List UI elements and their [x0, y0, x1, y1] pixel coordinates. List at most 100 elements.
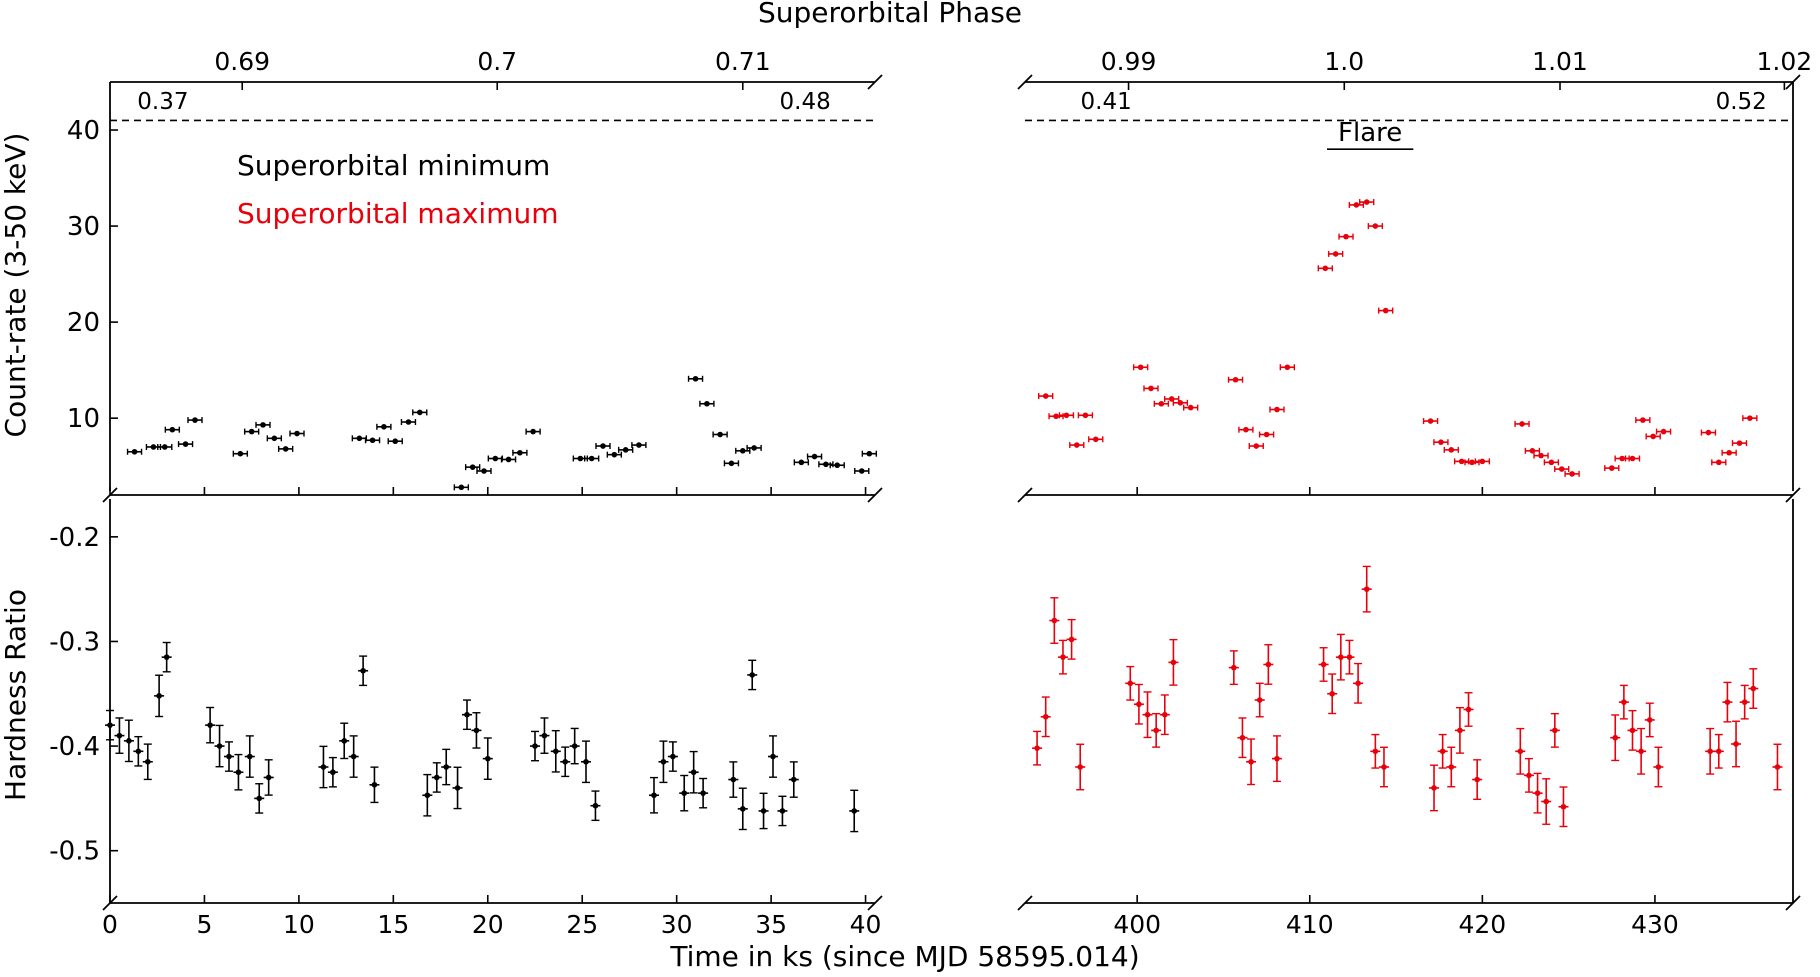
left-hardness-point: [698, 777, 709, 809]
right-hardness-point: [1057, 639, 1068, 675]
hardness-marker: [790, 776, 797, 783]
left-count-rate-point: [512, 449, 528, 456]
count-rate-marker: [369, 437, 376, 444]
hardness-marker: [135, 748, 142, 755]
left-count-rate-point: [854, 467, 870, 474]
count-rate-marker: [1353, 202, 1360, 208]
count-rate-y-tick-label: 40: [67, 116, 100, 146]
hardness-marker: [454, 785, 461, 791]
count-rate-marker: [1137, 364, 1144, 371]
hardness-marker: [1161, 711, 1168, 718]
hardness-marker: [1381, 764, 1387, 770]
left-count-rate-point: [464, 464, 481, 471]
left-hardness-point: [214, 724, 225, 768]
right-phase-tick-label: 1.02: [1757, 47, 1813, 76]
hardness-marker: [1256, 697, 1263, 703]
hardness-marker: [235, 769, 242, 776]
count-rate-y-tick-label: 10: [67, 404, 100, 434]
count-rate-marker: [1253, 443, 1260, 449]
count-rate-marker: [1629, 455, 1636, 462]
left-hardness-point: [339, 722, 350, 760]
right-hardness-point: [1335, 633, 1346, 681]
count-rate-marker: [692, 375, 699, 382]
right-count-rate-point: [1514, 420, 1530, 427]
left-hardness-point: [224, 741, 234, 772]
left-hardness-point: [569, 727, 580, 765]
right-hardness-point: [1446, 746, 1457, 788]
hardness-marker: [1248, 758, 1254, 765]
hardness-marker: [1355, 680, 1361, 687]
left-hardness-point: [254, 783, 265, 814]
left-count-rate-point: [351, 435, 368, 442]
hardness-y-tick-label: -0.4: [49, 732, 100, 762]
left-count-rate-point: [699, 400, 715, 407]
hardness-marker: [1439, 748, 1446, 755]
count-rate-marker: [517, 449, 523, 456]
right-count-rate-point: [1269, 406, 1285, 413]
hardness-marker: [1034, 745, 1040, 751]
left-count-rate-point: [525, 428, 541, 435]
right-count-rate-point: [1543, 459, 1560, 466]
right-hardness-point: [1705, 727, 1716, 775]
right-hardness-point: [1532, 772, 1543, 814]
right-count-rate-point: [1367, 223, 1384, 230]
legend-superorbital-minimum: Superorbital minimum: [237, 149, 550, 182]
left-hardness-point: [358, 655, 369, 687]
right-hardness-point: [1454, 706, 1465, 754]
right-hardness-point: [1610, 714, 1621, 762]
count-rate-marker: [1042, 393, 1049, 399]
left-hardness-point: [105, 709, 115, 741]
left-hardness-point: [667, 741, 678, 772]
left-hardness-point: [205, 706, 216, 744]
superorbital-phase-title: Superorbital Phase: [758, 0, 1022, 29]
left-count-rate-point: [829, 462, 845, 469]
hardness-marker: [144, 758, 151, 765]
hardness-marker: [1534, 790, 1541, 796]
right-hardness-point: [1429, 764, 1440, 812]
hardness-marker: [1239, 734, 1246, 741]
left-hardness-point: [649, 776, 659, 814]
left-count-rate-point: [232, 450, 249, 457]
hardness-marker: [1329, 690, 1335, 697]
hardness-marker: [256, 795, 263, 802]
count-rate-marker: [492, 455, 499, 462]
hardness-marker: [1144, 711, 1151, 718]
hardness-marker: [1231, 664, 1237, 671]
hardness-ratio-y-label: Hardness Ratio: [0, 589, 32, 801]
hardness-marker: [1274, 755, 1280, 762]
count-rate-marker: [271, 435, 278, 442]
right-hardness-point: [1159, 694, 1170, 736]
left-count-rate-point: [126, 448, 143, 455]
left-count-rate-point: [266, 435, 283, 442]
right-hardness-point: [1361, 565, 1372, 613]
x-axis-label: Time in ks (since MJD 58595.014): [669, 940, 1139, 973]
right-hardness-point: [1151, 712, 1162, 748]
count-rate-marker: [1073, 442, 1080, 448]
count-rate-marker: [1640, 417, 1646, 423]
right-hardness-point: [1318, 647, 1329, 682]
left-hardness-point: [688, 750, 699, 794]
left-hardness-point: [348, 735, 359, 778]
right-x-tick-label: 430: [1631, 910, 1679, 939]
right-count-rate-point: [1433, 439, 1449, 446]
count-rate-marker: [282, 446, 289, 452]
count-rate-marker: [1274, 406, 1280, 413]
flare-label: Flare: [1338, 118, 1402, 148]
hardness-marker: [163, 654, 170, 660]
left-count-rate-point: [687, 375, 704, 382]
hardness-marker: [1741, 699, 1748, 705]
count-rate-marker: [866, 450, 873, 457]
right-hardness-point: [1168, 638, 1179, 686]
count-rate-marker: [636, 442, 642, 448]
hardness-marker: [552, 748, 559, 755]
left-phase-tick-label: 0.7: [477, 47, 517, 76]
right-hardness-point: [1344, 639, 1355, 675]
right-break-mark: [1017, 74, 1033, 90]
count-rate-marker: [751, 445, 757, 451]
right-count-rate-point: [1163, 395, 1180, 402]
right-count-rate-point: [1327, 250, 1344, 257]
count-rate-marker: [1448, 447, 1455, 453]
count-rate-marker: [1382, 307, 1389, 314]
count-rate-marker: [728, 460, 735, 467]
count-rate-marker: [1148, 385, 1154, 392]
